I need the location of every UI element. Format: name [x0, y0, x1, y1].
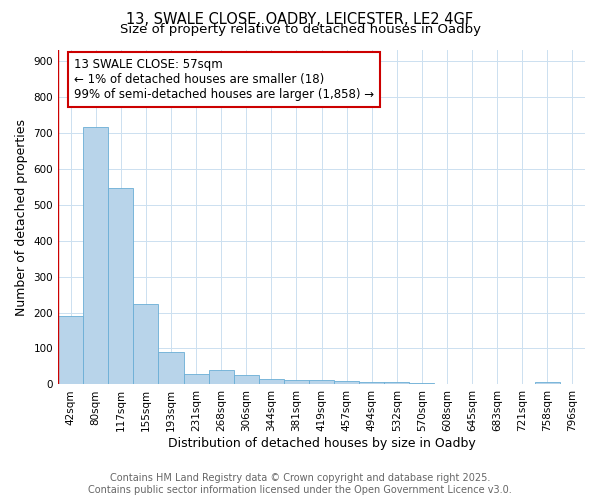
X-axis label: Distribution of detached houses by size in Oadby: Distribution of detached houses by size … — [167, 437, 475, 450]
Bar — [184, 374, 209, 384]
Bar — [58, 316, 83, 384]
Bar — [133, 304, 158, 384]
Text: 13, SWALE CLOSE, OADBY, LEICESTER, LE2 4GF: 13, SWALE CLOSE, OADBY, LEICESTER, LE2 4… — [127, 12, 473, 28]
Text: Size of property relative to detached houses in Oadby: Size of property relative to detached ho… — [119, 24, 481, 36]
Bar — [158, 352, 184, 384]
Y-axis label: Number of detached properties: Number of detached properties — [15, 118, 28, 316]
Text: 13 SWALE CLOSE: 57sqm
← 1% of detached houses are smaller (18)
99% of semi-detac: 13 SWALE CLOSE: 57sqm ← 1% of detached h… — [74, 58, 374, 102]
Bar — [384, 382, 409, 384]
Bar — [309, 380, 334, 384]
Bar — [259, 379, 284, 384]
Bar — [209, 370, 233, 384]
Text: Contains HM Land Registry data © Crown copyright and database right 2025.
Contai: Contains HM Land Registry data © Crown c… — [88, 474, 512, 495]
Bar — [535, 382, 560, 384]
Bar — [284, 380, 309, 384]
Bar — [359, 382, 384, 384]
Bar — [108, 188, 133, 384]
Bar — [409, 382, 434, 384]
Bar — [233, 376, 259, 384]
Bar — [83, 128, 108, 384]
Bar — [334, 381, 359, 384]
